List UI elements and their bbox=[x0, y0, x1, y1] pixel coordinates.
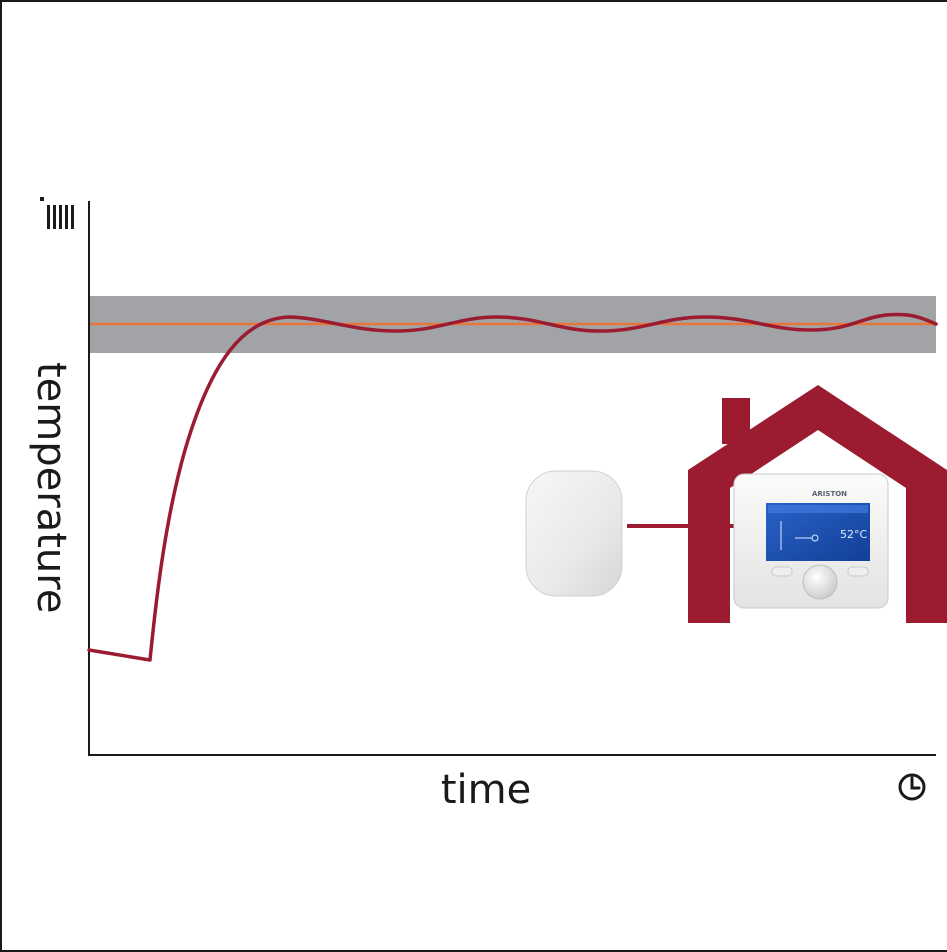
house-outline-icon bbox=[688, 385, 947, 623]
thermometer-bars-icon bbox=[40, 197, 74, 229]
clock-icon bbox=[898, 773, 926, 801]
thermostat-knob bbox=[802, 564, 838, 600]
y-axis-label: temperature bbox=[28, 362, 74, 613]
thermostat-left-button bbox=[771, 566, 793, 577]
temperature-curve bbox=[87, 312, 938, 662]
thermostat-device-icon: 52°C ARISTON bbox=[733, 473, 889, 609]
x-axis-label: time bbox=[441, 767, 531, 813]
thermostat-screen-temperature: 52°C bbox=[840, 528, 867, 541]
wireless-sensor-icon bbox=[510, 462, 630, 607]
thermostat-brand: ARISTON bbox=[812, 490, 847, 498]
thermostat-right-button bbox=[847, 566, 869, 577]
